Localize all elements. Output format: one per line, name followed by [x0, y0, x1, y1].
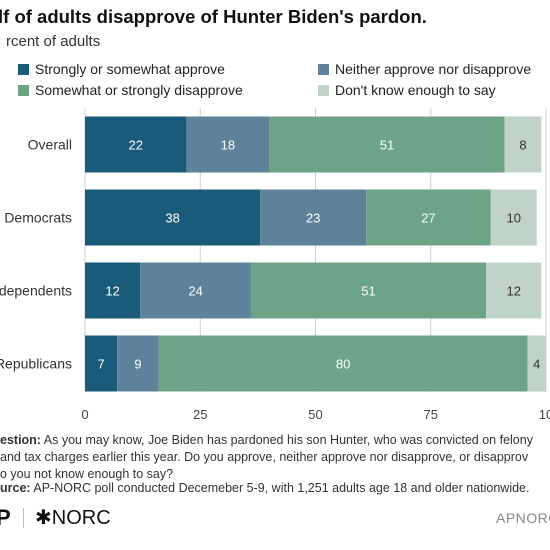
legend-item-approve: Strongly or somewhat approve — [18, 61, 225, 77]
category-label: Democrats — [4, 210, 72, 226]
data-label: 12 — [105, 284, 119, 299]
bar-segment — [85, 116, 187, 173]
bar-segment — [260, 189, 367, 246]
legend-swatch-approve — [18, 63, 29, 75]
x-tick-label: 50 — [308, 407, 322, 422]
bar-segment — [117, 335, 159, 392]
data-label: 18 — [221, 138, 235, 153]
x-tick-label: 10 — [539, 407, 550, 422]
bar-segment — [366, 189, 491, 246]
bar-segment — [269, 116, 505, 173]
bar-segment — [527, 335, 546, 392]
x-tick-label: 0 — [81, 407, 88, 422]
legend-label-neither: Neither approve nor disapprove — [335, 61, 532, 77]
bar-segment — [85, 189, 261, 246]
category-label: Overall — [28, 137, 72, 153]
bar-segment — [85, 262, 141, 319]
data-label: 12 — [506, 284, 520, 299]
bar-segment — [250, 262, 487, 319]
legend-item-dont-know: Don't know enough to say — [318, 82, 496, 98]
data-label: 27 — [421, 211, 435, 226]
legend-swatch-dont-know — [318, 84, 329, 96]
data-label: 51 — [361, 284, 375, 299]
data-label: 10 — [506, 211, 520, 226]
category-label: dependents — [0, 283, 72, 299]
question-note: estion: As you may know, Joe Biden has p… — [0, 432, 550, 483]
chart-title: lf of adults disapprove of Hunter Biden'… — [0, 6, 427, 27]
data-label: 23 — [306, 211, 320, 226]
source-note: urce: AP-NORC poll conducted Decemeber 5… — [0, 481, 530, 495]
legend-label-dont-know: Don't know enough to say — [335, 82, 496, 98]
question-line-2: and tax charges earlier this year. Do yo… — [0, 450, 529, 464]
x-tick-label: 25 — [193, 407, 207, 422]
question-line-1: As you may know, Joe Biden has pardoned … — [40, 433, 533, 447]
data-label: 80 — [336, 357, 350, 372]
bar-segment — [504, 116, 542, 173]
data-label: 22 — [128, 138, 142, 153]
source-label: urce: — [0, 481, 31, 495]
legend-swatch-disapprove — [18, 84, 29, 96]
legend-item-disapprove: Somewhat or strongly disapprove — [18, 82, 243, 98]
data-label: 24 — [188, 284, 202, 299]
data-label: 38 — [165, 211, 179, 226]
category-label: Republicans — [0, 356, 72, 372]
legend-label-disapprove: Somewhat or strongly disapprove — [35, 82, 243, 98]
legend-label-approve: Strongly or somewhat approve — [35, 61, 225, 77]
bar-segment — [158, 335, 528, 392]
x-tick-label: 75 — [424, 407, 438, 422]
bar-segment — [186, 116, 270, 173]
question-line-3: o you not know enough to say? — [0, 467, 174, 481]
question-label: estion: — [0, 433, 41, 447]
bar-segment — [85, 335, 118, 392]
bar-segment — [486, 262, 542, 319]
data-label: 4 — [533, 357, 540, 372]
stacked-bar-chart: 22 18 51 8 Overall 38 23 27 10 Democrats 12 24 51 12 d… — [0, 108, 550, 422]
data-label: 7 — [98, 357, 105, 372]
ap-logo: P — [0, 505, 11, 530]
chart-subtitle: rcent of adults — [6, 33, 101, 50]
norc-logo: ✱NORC — [35, 507, 111, 529]
legend-item-neither: Neither approve nor disapprove — [318, 61, 531, 77]
site-url: APNORC. — [496, 510, 550, 526]
source-text: AP-NORC poll conducted Decemeber 5-9, wi… — [30, 481, 530, 495]
footer-divider — [23, 508, 24, 528]
legend-swatch-neither — [318, 63, 329, 75]
data-label: 51 — [380, 138, 394, 153]
bar-segment — [490, 189, 537, 246]
data-label: 8 — [519, 138, 526, 153]
data-label: 9 — [134, 357, 141, 372]
bar-segment — [140, 262, 251, 319]
